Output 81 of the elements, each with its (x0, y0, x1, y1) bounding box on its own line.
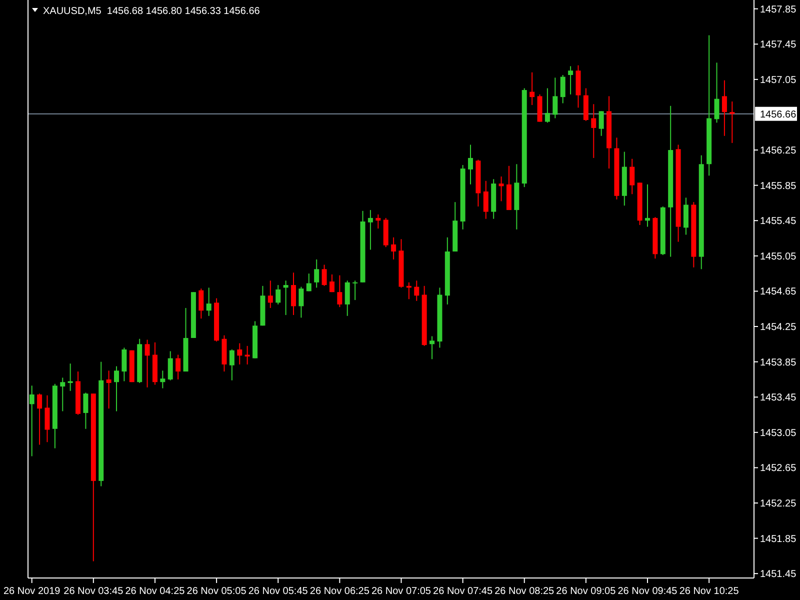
x-tick-label: 26 Nov 06:25 (310, 586, 370, 597)
candlestick (83, 392, 88, 430)
candlestick (168, 350, 173, 381)
candlestick (37, 393, 42, 446)
candlestick (60, 377, 66, 412)
candlestick (306, 273, 312, 292)
text: XAUUSD,M5 1456.68 1456.80 1456.33 1456.66 (43, 6, 260, 17)
ref-line-label: 1456.66 (760, 109, 797, 120)
x-tick-label: 26 Nov 09:05 (556, 586, 616, 597)
candlestick (591, 104, 596, 158)
x-tick-label: 26 Nov 04:25 (125, 586, 186, 597)
candlestick (206, 287, 212, 316)
y-tick-label: 1451.45 (760, 569, 797, 580)
candlestick (722, 80, 727, 136)
candlestick (376, 214, 381, 230)
candlestick (276, 284, 281, 305)
candlestick (68, 363, 73, 392)
candlestick (114, 366, 119, 412)
y-tick-label: 1454.25 (760, 322, 797, 334)
candlestick (237, 342, 242, 365)
y-tick-label: 1453.85 (760, 357, 797, 368)
candlestick (160, 370, 166, 389)
candlestick (683, 197, 688, 236)
y-tick-label: 1452.65 (760, 463, 797, 474)
y-tick-label: 1454.65 (760, 286, 797, 298)
candlestick (568, 66, 574, 95)
candlestick (198, 288, 204, 320)
candlestick (560, 74, 566, 104)
candlestick (368, 210, 373, 250)
y-tick-label: 1453.05 (760, 428, 797, 439)
x-tick-label: 26 Nov 08:25 (494, 586, 555, 597)
candlestick (483, 180, 488, 220)
candlestick (730, 100, 735, 144)
candlestick (298, 286, 304, 318)
x-tick-label: 26 Nov 09:45 (618, 586, 678, 597)
candlestick (630, 158, 635, 195)
y-tick-label: 1457.05 (760, 74, 797, 86)
x-tick-label: 26 Nov 07:45 (433, 586, 493, 597)
candlestick (176, 354, 181, 380)
candlestick (291, 272, 296, 316)
candlestick (44, 394, 50, 443)
candlestick (530, 72, 535, 106)
x-tick-label: 26 Nov 03:45 (64, 586, 124, 597)
y-tick-label: 1452.25 (760, 498, 797, 510)
candlestick (283, 280, 288, 316)
y-tick-label: 1451.85 (760, 534, 797, 545)
candlestick (352, 280, 358, 301)
x-tick-label: 26 Nov 07:05 (371, 586, 432, 597)
candlestick (29, 385, 34, 457)
y-tick-label: 1456.25 (760, 146, 797, 157)
y-tick-label: 1453.45 (760, 392, 797, 404)
candlestick (391, 236, 396, 260)
x-tick-label: 26 Nov 05:05 (186, 586, 247, 597)
candlestick (714, 62, 720, 124)
x-tick-label: 26 Nov 10:25 (679, 586, 740, 597)
candlestick (544, 88, 550, 124)
y-tick-label: 1455.05 (760, 251, 797, 262)
candlestick (268, 280, 273, 308)
x-tick-label: 26 Nov 2019 (3, 586, 61, 597)
y-tick-label: 1455.45 (760, 216, 797, 228)
candlestick (106, 370, 112, 410)
y-tick-label: 1455.85 (760, 180, 797, 192)
candlestick (598, 110, 604, 136)
y-tick-label: 1457.85 (760, 4, 797, 16)
candlestick (322, 264, 327, 286)
candlestick (498, 176, 504, 202)
x-tick-label: 26 Nov 05:45 (248, 586, 308, 597)
candlestick (337, 274, 342, 308)
candlestick (229, 348, 234, 381)
y-tick-label: 1457.45 (760, 40, 797, 51)
candlestick (144, 339, 150, 388)
candlestick (468, 144, 473, 185)
candlestick (122, 347, 127, 382)
candlestick (329, 274, 334, 293)
candlestick (645, 184, 650, 228)
candlestick (552, 77, 558, 119)
candlestick (314, 258, 320, 288)
candlestick (430, 336, 435, 360)
candlestick (244, 345, 250, 365)
candlestick (414, 280, 420, 302)
candlestick (344, 280, 350, 316)
